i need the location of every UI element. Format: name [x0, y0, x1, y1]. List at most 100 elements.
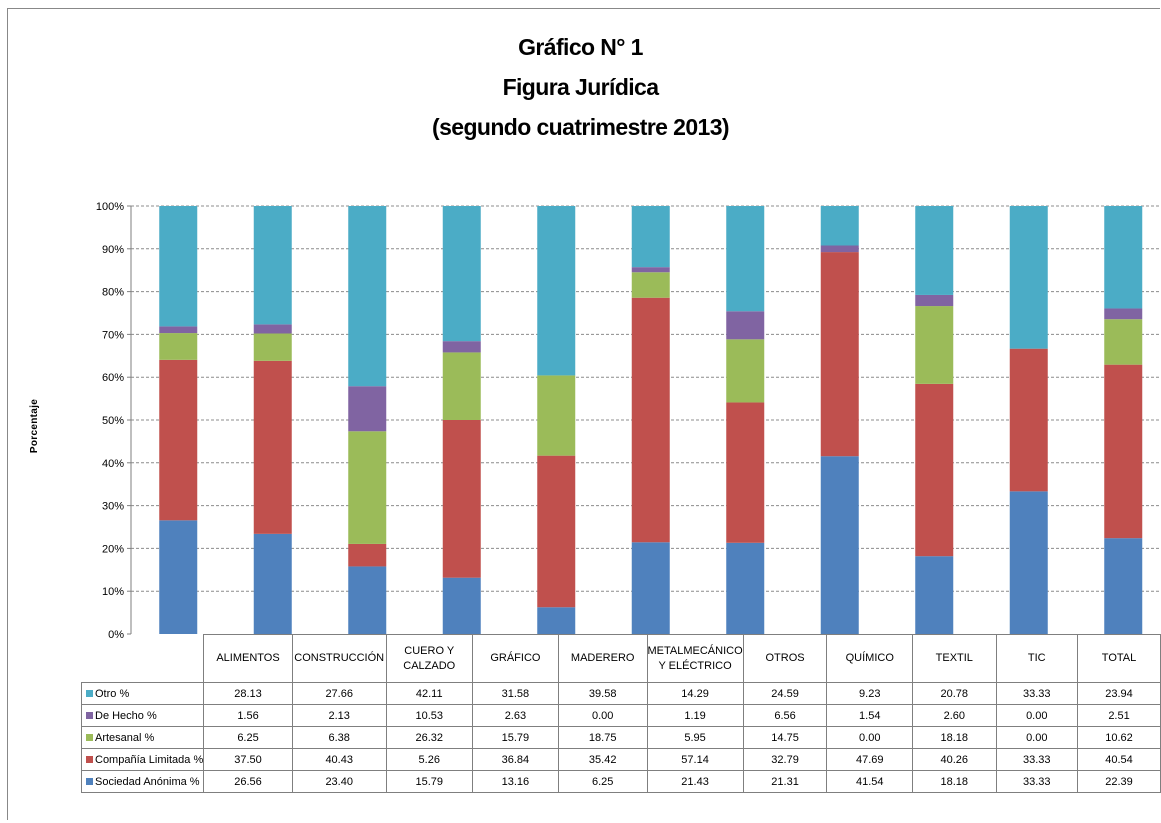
chart-period: (segundo cuatrimestre 2013) [432, 114, 730, 140]
category-label: TIC [995, 634, 1079, 683]
table-row: De Hecho % 1.56 2.13 10.53 2.63 0.00 1.19 6.56 1… [80, 704, 1161, 727]
data-cell: 42.11 [385, 682, 473, 705]
data-cell: 2.51 [1077, 704, 1161, 727]
bar-segment [1104, 364, 1143, 539]
bar-segment [442, 420, 481, 578]
bar-segment [820, 245, 859, 253]
data-cell: 1.19 [646, 704, 744, 727]
data-cell: 6.25 [557, 770, 648, 793]
bar-segment [726, 402, 765, 543]
table-row: Sociedad Anónima % 26.56 23.40 15.79 13.16 6.… [80, 770, 1161, 793]
data-cell: 10.53 [385, 704, 473, 727]
bar-segment [348, 386, 387, 432]
data-cell: 37.50 [203, 748, 293, 771]
category-label: ALIMENTOS [203, 634, 293, 683]
y-axis-ticks: 0%10%20%30%40%50%60%70%80%90%100% [96, 201, 132, 640]
data-cell: 57.14 [646, 748, 744, 771]
data-cell: 0.00 [995, 704, 1079, 727]
bar-segment [1104, 319, 1143, 365]
data-cell: 14.75 [742, 726, 828, 749]
data-cell: 9.23 [826, 682, 914, 705]
data-cell: 35.42 [557, 748, 648, 771]
bar-segment [253, 324, 292, 334]
data-cell: 10.62 [1077, 726, 1161, 749]
bar-segment [820, 456, 859, 634]
bar-segment [820, 252, 859, 457]
bar-segment [348, 543, 387, 567]
bar-segment [1104, 538, 1143, 634]
bar-segment [442, 206, 481, 342]
y-tick-label: 20% [102, 543, 124, 555]
data-cell: 2.63 [471, 704, 559, 727]
data-cell: 18.18 [912, 770, 997, 793]
bar-segment [915, 206, 954, 295]
data-cell: 18.18 [912, 726, 997, 749]
bar-segment [442, 352, 481, 420]
data-cell: 26.32 [385, 726, 473, 749]
bar-segment [726, 311, 765, 340]
data-cell: 24.59 [742, 682, 828, 705]
series-name: De Hecho % [95, 709, 157, 722]
data-cell: 2.60 [912, 704, 997, 727]
data-cell: 33.33 [995, 748, 1079, 771]
category-label: OTROS [742, 634, 828, 683]
data-cell: 14.29 [646, 682, 744, 705]
legend-entry: Artesanal % [80, 726, 205, 749]
bar-segment [253, 333, 292, 361]
data-cell: 22.39 [1077, 770, 1161, 793]
category-label: CUERO Y CALZADO [385, 634, 473, 683]
bar-segment [537, 607, 576, 634]
bar-segment [726, 206, 765, 312]
bar-segment [442, 577, 481, 634]
data-cell: 5.26 [385, 748, 473, 771]
bar-segment [348, 431, 387, 544]
category-label: TEXTIL [912, 634, 997, 683]
y-tick-label: 100% [96, 201, 124, 213]
bar-segment [348, 566, 387, 634]
y-tick-label: 30% [102, 501, 124, 513]
chart-frame [7, 8, 1160, 820]
bar-segment [159, 326, 198, 334]
legend-entry: Otro % [80, 682, 205, 705]
bar-segment [253, 206, 292, 325]
y-tick-label: 90% [102, 244, 124, 256]
data-cell: 5.95 [646, 726, 744, 749]
bar-segment [1009, 206, 1048, 349]
bar-segment [537, 455, 576, 608]
bar-segment [159, 359, 198, 521]
bar-segment [631, 267, 670, 273]
data-cell: 21.43 [646, 770, 744, 793]
gridlines [131, 205, 1161, 592]
data-cell: 28.13 [203, 682, 293, 705]
data-cell: 27.66 [291, 682, 387, 705]
category-label: METALMECÁNICO Y ELÉCTRICO [646, 634, 744, 683]
bar-segment [1009, 491, 1048, 634]
bar-segment [915, 556, 954, 634]
bars [159, 206, 1143, 634]
y-tick-label: 80% [102, 287, 124, 299]
table-row: Artesanal % 6.25 6.38 26.32 15.79 18.75 5.95 14… [80, 726, 1161, 749]
data-cell: 40.43 [291, 748, 387, 771]
data-cell: 40.26 [912, 748, 997, 771]
table-row: Compañía Limitada % 37.50 40.43 5.26 36.84 35… [80, 748, 1161, 771]
data-cell: 6.25 [203, 726, 293, 749]
data-cell: 21.31 [742, 770, 828, 793]
bar-segment [537, 206, 576, 376]
data-cell: 33.33 [995, 682, 1079, 705]
chart-title: Gráfico N° 1 [518, 34, 643, 60]
data-cell: 1.54 [826, 704, 914, 727]
bar-segment [253, 360, 292, 534]
category-label: CONSTRUCCIÓN [291, 634, 387, 683]
bar-segment [915, 306, 954, 384]
y-tick-label: 10% [102, 586, 124, 598]
data-cell: 26.56 [203, 770, 293, 793]
data-cell: 2.13 [291, 704, 387, 727]
data-cell: 41.54 [826, 770, 914, 793]
bar-segment [726, 339, 765, 403]
data-cell: 15.79 [385, 770, 473, 793]
bar-segment [159, 333, 198, 360]
y-tick-label: 40% [102, 458, 124, 470]
data-cell: 40.54 [1077, 748, 1161, 771]
data-cell: 36.84 [471, 748, 559, 771]
data-table: ALIMENTOS CONSTRUCCIÓN CUERO Y CALZADO GRÁF… [80, 634, 1161, 793]
